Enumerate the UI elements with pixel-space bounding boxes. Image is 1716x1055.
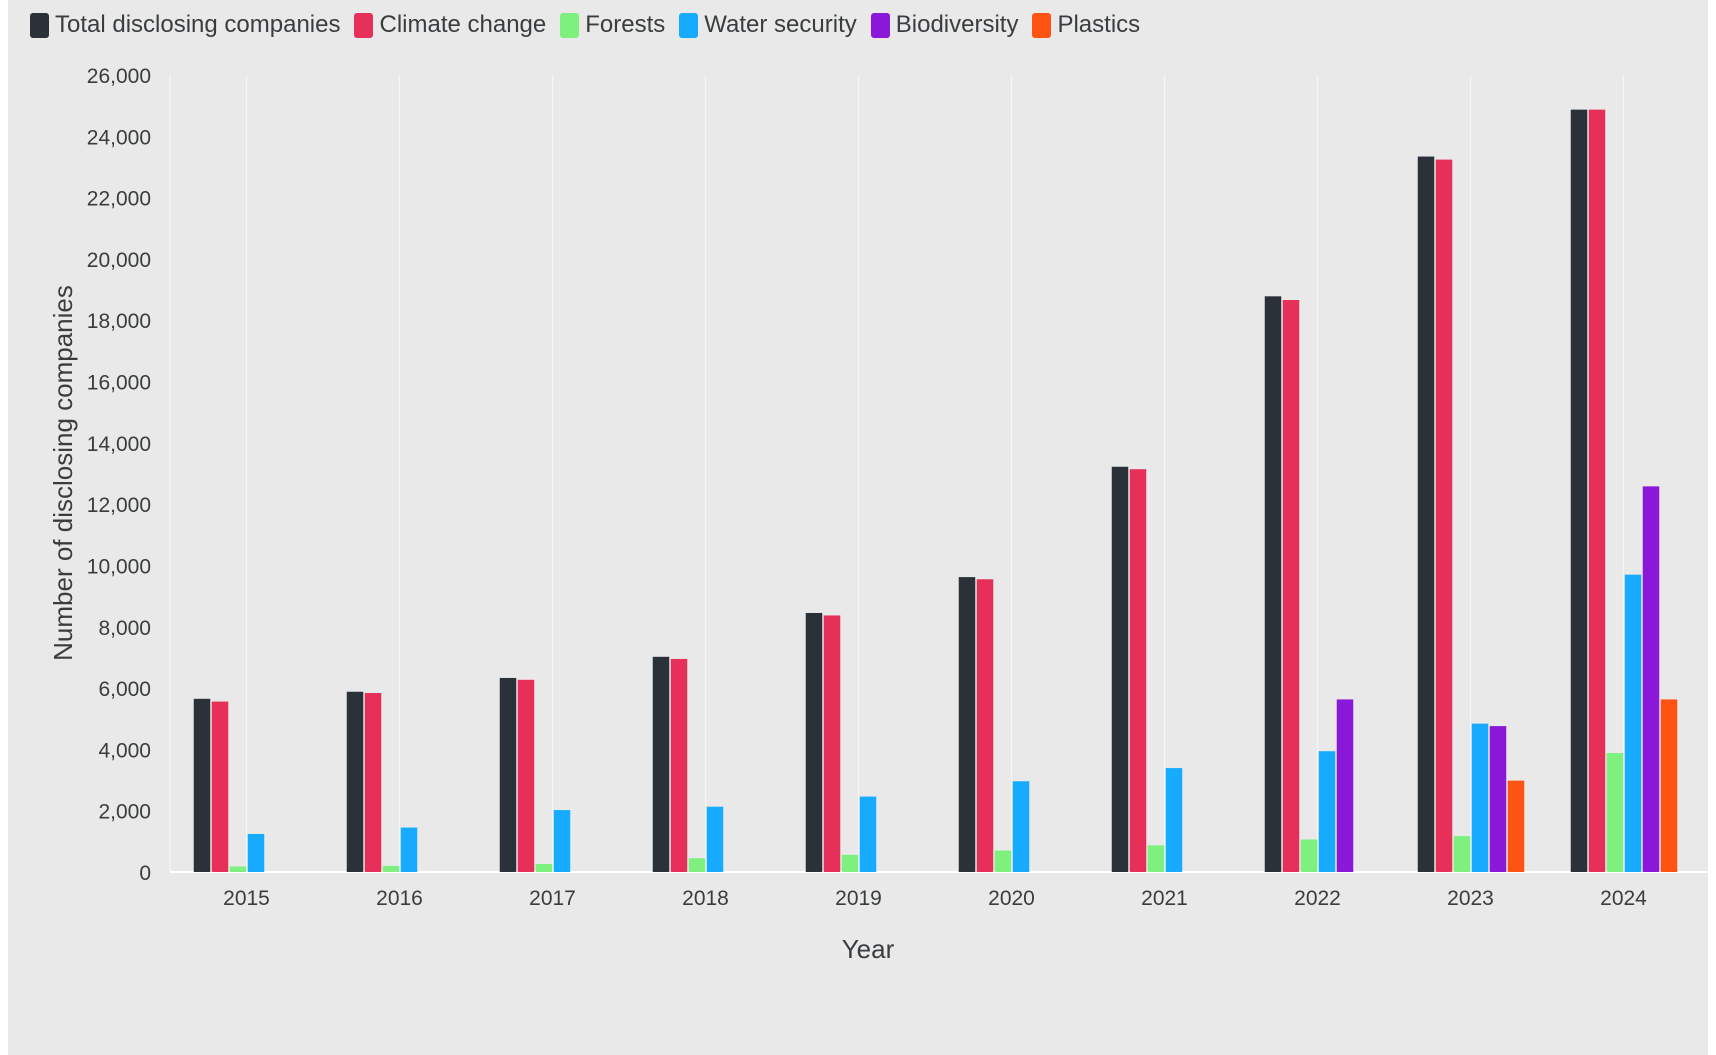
legend-label: Forests [585, 11, 666, 38]
y-tick-label: 6,000 [98, 678, 151, 701]
bar [1147, 845, 1165, 872]
bar [1264, 296, 1282, 872]
bar [211, 701, 229, 872]
y-tick-label: 22,000 [87, 188, 151, 211]
bar [1642, 486, 1660, 872]
legend-swatch [354, 12, 374, 38]
bar [553, 810, 571, 872]
legend-item[interactable]: Plastics [1032, 11, 1140, 39]
x-tick-label: 2021 [1141, 887, 1188, 910]
y-tick-label: 8,000 [98, 617, 151, 640]
bar [499, 677, 517, 872]
chart-legend: Total disclosing companies Climate change… [30, 10, 1140, 40]
bar [1012, 781, 1030, 872]
legend-item[interactable]: Total disclosing companies [30, 11, 340, 39]
legend-item[interactable]: Biodiversity [870, 11, 1019, 39]
y-tick-label: 16,000 [87, 372, 151, 395]
legend-label: Water security [704, 11, 857, 38]
bar [247, 833, 265, 872]
bar [1318, 751, 1336, 872]
legend-label: Climate change [379, 11, 547, 38]
x-tick-label: 2023 [1447, 887, 1494, 910]
y-tick-label: 14,000 [87, 433, 151, 456]
x-tick-label: 2020 [988, 887, 1035, 910]
bar [1453, 836, 1471, 872]
x-tick-label: 2024 [1600, 887, 1647, 910]
bar [1660, 699, 1678, 872]
bar [1588, 109, 1606, 872]
bar [229, 866, 247, 872]
legend-swatch [560, 12, 580, 38]
bar [1489, 726, 1507, 872]
y-tick-label: 10,000 [87, 555, 151, 578]
bar [652, 656, 670, 872]
bar [688, 858, 706, 872]
bar [364, 692, 382, 872]
legend-swatch [30, 12, 49, 38]
legend-label: Total disclosing companies [55, 11, 341, 38]
legend-item[interactable]: Forests [560, 11, 665, 39]
y-tick-label: 18,000 [87, 310, 151, 333]
bar [1129, 469, 1147, 872]
y-tick-label: 2,000 [98, 801, 151, 824]
bar [400, 827, 418, 872]
legend-swatch [870, 12, 890, 38]
y-axis-title: Number of disclosing companies [48, 285, 78, 661]
bar [994, 850, 1012, 872]
y-tick-label: 12,000 [87, 494, 151, 517]
bar [1165, 768, 1183, 872]
legend-item[interactable]: Climate change [354, 11, 546, 39]
bar [1435, 159, 1453, 872]
bar [535, 864, 553, 872]
bar [805, 612, 823, 872]
y-tick-label: 26,000 [87, 65, 151, 88]
bar [823, 615, 841, 872]
bar [1471, 723, 1489, 872]
legend-label: Biodiversity [895, 11, 1019, 38]
bar [517, 679, 535, 872]
legend-swatch [679, 12, 699, 38]
bar [670, 658, 688, 872]
bar [193, 698, 211, 872]
bar [1507, 780, 1525, 872]
bar [1336, 699, 1354, 872]
bar [841, 854, 859, 872]
bar [1624, 574, 1642, 872]
bar [346, 691, 364, 872]
legend-label: Plastics [1057, 11, 1141, 38]
y-tick-label: 0 [139, 862, 151, 885]
bar [1570, 109, 1588, 872]
legend-swatch [1032, 12, 1052, 38]
y-tick-label: 4,000 [98, 739, 151, 762]
y-tick-label: 24,000 [87, 126, 151, 149]
x-tick-label: 2015 [223, 887, 270, 910]
legend-item[interactable]: Water security [679, 11, 857, 39]
x-axis-title: Year [842, 934, 895, 964]
bar [958, 577, 976, 872]
y-tick-label: 20,000 [87, 249, 151, 272]
bar [706, 806, 724, 872]
bar [1282, 299, 1300, 872]
x-tick-label: 2017 [529, 887, 576, 910]
x-tick-label: 2022 [1294, 887, 1341, 910]
x-tick-label: 2018 [682, 887, 729, 910]
x-tick-label: 2016 [376, 887, 423, 910]
bar [976, 579, 994, 872]
bar [1111, 466, 1129, 872]
bar [1606, 753, 1624, 872]
x-tick-label: 2019 [835, 887, 882, 910]
bar [859, 796, 877, 872]
bar [1417, 156, 1435, 872]
bar-chart: 0 2,000 4,000 6,000 8,000 10,000 12,000 14,000 1… [48, 65, 1708, 964]
bar [1300, 839, 1318, 872]
chart-frame: Total disclosing companies Climate change… [8, 0, 1708, 1055]
bar [382, 865, 400, 872]
